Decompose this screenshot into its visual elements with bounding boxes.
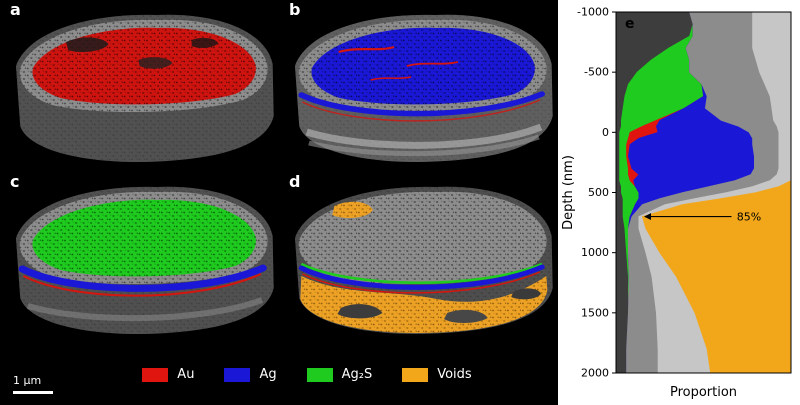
svg-text:2000: 2000 [581, 367, 609, 380]
tomogram-c-ag2s [15, 186, 274, 334]
svg-text:0: 0 [602, 126, 609, 139]
legend-swatch-au [142, 367, 169, 382]
scale-bar-label: 1 μm [13, 374, 42, 387]
svg-text:85%: 85% [737, 211, 761, 224]
svg-text:-1000: -1000 [577, 6, 609, 19]
panel-b: b [279, 0, 558, 172]
scale-bar: 1 μm [13, 374, 53, 394]
panel-c: c [0, 172, 279, 344]
panel-label-b: b [289, 0, 301, 19]
legend-label-ag2s: Ag₂S [341, 367, 373, 382]
panel-label-d: d [289, 172, 301, 191]
tomogram-d-voids [294, 186, 553, 334]
panel-a: a [0, 0, 279, 172]
legend-swatch-ag [224, 367, 251, 382]
tomogram-b-ag [294, 14, 553, 162]
svg-text:1000: 1000 [581, 246, 609, 259]
svg-text:Depth (nm): Depth (nm) [561, 155, 576, 230]
legend-item-voids: Voids [402, 367, 472, 382]
tomogram-a-au [15, 14, 274, 162]
legend-item-ag: Ag [224, 367, 277, 382]
legend-item-au: Au [142, 367, 194, 382]
panel-label-a: a [10, 0, 21, 19]
svg-text:Proportion: Proportion [670, 385, 737, 400]
svg-text:1500: 1500 [581, 306, 609, 319]
panel-d: d [279, 172, 558, 344]
svg-text:-500: -500 [584, 66, 609, 79]
svg-text:e: e [625, 16, 635, 32]
scale-bar-line [13, 391, 53, 394]
depth-profile-area: 85% -1000 -500 0 500 1000 1500 2000 Depth (nm) Pr… [558, 0, 800, 405]
panel-label-c: c [10, 172, 20, 191]
figure-footer: 1 μm Au Ag Ag₂S Voids [0, 344, 558, 405]
legend-swatch-voids [402, 367, 429, 382]
legend-swatch-ag2s [306, 367, 333, 382]
tomography-panels: a b [0, 0, 558, 405]
legend-label-ag: Ag [259, 367, 277, 382]
legend: Au Ag Ag₂S Voids [86, 367, 472, 382]
legend-item-ag2s: Ag₂S [306, 367, 373, 382]
depth-profile-chart: 85% -1000 -500 0 500 1000 1500 2000 Depth (nm) Pr… [561, 6, 792, 400]
legend-label-voids: Voids [437, 367, 472, 382]
svg-text:500: 500 [588, 186, 609, 199]
legend-label-au: Au [177, 367, 195, 382]
